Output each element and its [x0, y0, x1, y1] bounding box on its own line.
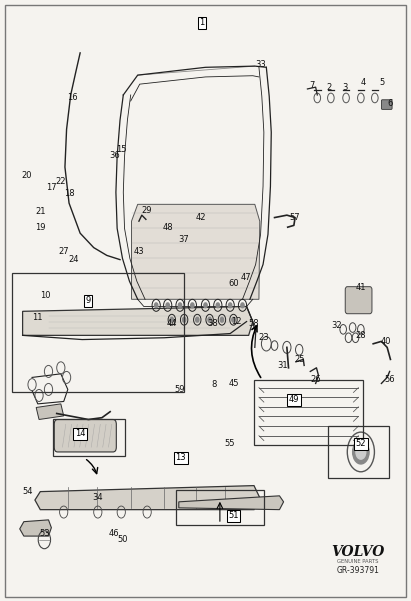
- Text: 43: 43: [134, 247, 144, 255]
- Text: 54: 54: [23, 487, 33, 496]
- Polygon shape: [36, 404, 64, 419]
- FancyBboxPatch shape: [381, 100, 392, 109]
- Circle shape: [353, 440, 369, 464]
- Text: 23: 23: [259, 334, 269, 342]
- Polygon shape: [179, 496, 284, 510]
- Text: 58: 58: [249, 319, 259, 328]
- Circle shape: [216, 303, 219, 308]
- Text: 53: 53: [39, 529, 50, 538]
- Text: GR-393791: GR-393791: [336, 567, 379, 575]
- Text: 33: 33: [256, 61, 266, 69]
- Text: 16: 16: [67, 93, 77, 102]
- Text: 37: 37: [179, 235, 189, 243]
- Text: 2: 2: [326, 83, 331, 91]
- Circle shape: [232, 317, 235, 322]
- Circle shape: [204, 303, 207, 308]
- Text: 12: 12: [231, 317, 242, 326]
- Text: 48: 48: [162, 223, 173, 231]
- FancyBboxPatch shape: [345, 287, 372, 314]
- Text: 24: 24: [68, 255, 79, 264]
- Circle shape: [166, 303, 169, 308]
- Text: 25: 25: [294, 355, 305, 364]
- Text: 29: 29: [142, 206, 152, 215]
- Polygon shape: [23, 307, 253, 335]
- Text: 1: 1: [200, 19, 205, 27]
- Text: 17: 17: [46, 183, 57, 192]
- Text: 36: 36: [109, 151, 120, 159]
- Text: 7: 7: [309, 81, 315, 90]
- Circle shape: [196, 317, 199, 322]
- Text: 14: 14: [75, 430, 85, 438]
- Text: 13: 13: [175, 454, 186, 462]
- Text: 4: 4: [361, 79, 366, 87]
- Text: 44: 44: [166, 319, 177, 328]
- Text: 22: 22: [55, 177, 66, 186]
- Circle shape: [170, 317, 173, 322]
- Text: 47: 47: [240, 273, 251, 282]
- Text: 31: 31: [277, 361, 288, 370]
- Text: 45: 45: [228, 379, 239, 388]
- Text: 15: 15: [116, 145, 127, 153]
- Text: 20: 20: [21, 171, 32, 180]
- Text: 19: 19: [35, 223, 46, 231]
- Text: GENUINE PARTS: GENUINE PARTS: [337, 560, 378, 564]
- Text: 57: 57: [290, 213, 300, 222]
- Text: 40: 40: [380, 337, 391, 346]
- Text: 51: 51: [228, 511, 239, 520]
- Text: 41: 41: [356, 283, 366, 291]
- Text: 28: 28: [356, 331, 366, 340]
- Circle shape: [220, 317, 224, 322]
- Text: 26: 26: [310, 376, 321, 384]
- Text: 49: 49: [289, 395, 299, 404]
- Circle shape: [356, 445, 366, 459]
- FancyBboxPatch shape: [54, 419, 116, 452]
- Polygon shape: [35, 486, 260, 510]
- Text: 60: 60: [228, 279, 239, 288]
- Circle shape: [241, 303, 244, 308]
- Text: 6: 6: [388, 99, 393, 108]
- Polygon shape: [20, 520, 51, 536]
- Text: 21: 21: [35, 207, 46, 216]
- Circle shape: [208, 317, 211, 322]
- Text: 8: 8: [211, 380, 217, 389]
- Text: 18: 18: [64, 189, 74, 198]
- Text: 52: 52: [356, 439, 366, 448]
- Text: 42: 42: [195, 213, 206, 222]
- Text: VOLVO: VOLVO: [331, 545, 384, 559]
- Circle shape: [178, 303, 182, 308]
- Text: 11: 11: [32, 313, 42, 322]
- Text: 38: 38: [208, 319, 218, 328]
- Text: 46: 46: [109, 529, 120, 538]
- Circle shape: [191, 303, 194, 308]
- Text: 34: 34: [92, 493, 103, 502]
- Text: 59: 59: [175, 385, 185, 394]
- Text: 32: 32: [331, 322, 342, 330]
- Circle shape: [229, 303, 232, 308]
- Text: 9: 9: [86, 296, 91, 305]
- Text: 27: 27: [58, 247, 69, 255]
- Text: 56: 56: [384, 376, 395, 384]
- Text: 55: 55: [224, 439, 235, 448]
- Text: 5: 5: [380, 79, 385, 87]
- Circle shape: [182, 317, 186, 322]
- Polygon shape: [132, 204, 260, 299]
- Text: 3: 3: [342, 83, 348, 91]
- Circle shape: [155, 303, 158, 308]
- Text: 50: 50: [117, 535, 128, 544]
- Text: 10: 10: [40, 291, 51, 300]
